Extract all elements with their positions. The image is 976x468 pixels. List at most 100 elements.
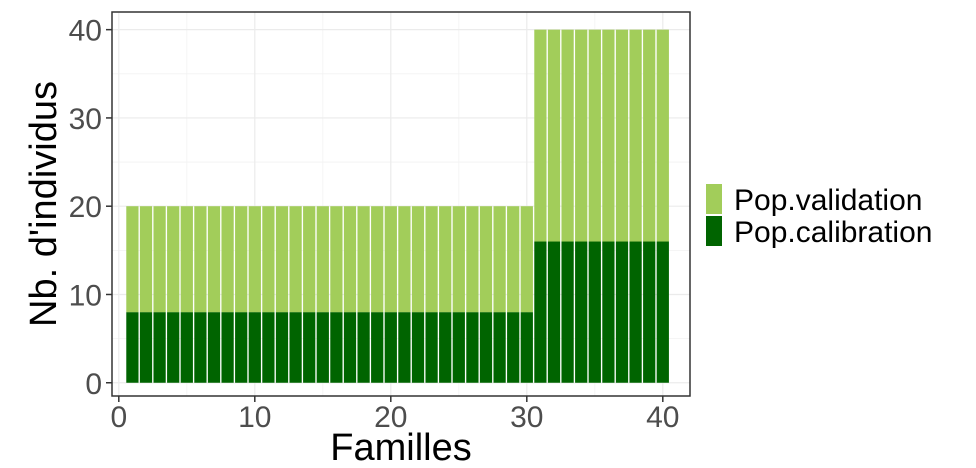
bar-pop-validation-19 — [371, 206, 384, 313]
bar-pop-validation-32 — [547, 29, 561, 242]
bar-pop-validation-21 — [398, 206, 411, 313]
bar-pop-validation-36 — [602, 29, 615, 242]
bar-pop-calibration-21 — [398, 312, 411, 383]
legend-label-pop-calibration: Pop.calibration — [734, 216, 932, 249]
bar-pop-calibration-11 — [262, 312, 275, 383]
x-tick-label: 10 — [238, 401, 271, 434]
bar-pop-validation-27 — [479, 206, 493, 313]
bar-pop-calibration-4 — [167, 312, 180, 383]
bar-pop-calibration-2 — [139, 312, 153, 383]
x-tick-label: 30 — [510, 401, 543, 434]
bar-pop-validation-34 — [575, 29, 588, 242]
bar-pop-validation-25 — [452, 206, 465, 313]
bar-pop-calibration-40 — [656, 241, 669, 383]
bar-pop-calibration-38 — [629, 241, 642, 383]
bar-pop-validation-17 — [343, 206, 357, 313]
bar-pop-validation-10 — [248, 206, 261, 313]
bar-pop-calibration-28 — [493, 312, 506, 383]
bar-pop-calibration-29 — [507, 312, 520, 383]
bar-pop-calibration-1 — [126, 312, 139, 383]
bar-pop-calibration-23 — [425, 312, 438, 383]
bar-pop-calibration-14 — [303, 312, 316, 383]
bar-pop-validation-12 — [275, 206, 289, 313]
legend-label-pop-validation: Pop.validation — [734, 184, 922, 217]
bar-pop-calibration-3 — [153, 312, 166, 383]
bar-pop-calibration-8 — [221, 312, 234, 383]
bar-pop-calibration-34 — [575, 241, 588, 383]
bar-pop-validation-31 — [534, 29, 547, 242]
y-tick-label: 30 — [69, 103, 102, 136]
bar-pop-validation-7 — [207, 206, 221, 313]
y-axis-title: Nb. d'individus — [23, 81, 65, 327]
bar-pop-calibration-15 — [316, 312, 329, 383]
bar-pop-validation-18 — [357, 206, 370, 313]
x-tick-label: 0 — [110, 401, 127, 434]
bar-pop-calibration-36 — [602, 241, 615, 383]
bar-pop-calibration-16 — [330, 312, 343, 383]
bar-pop-validation-11 — [262, 206, 275, 313]
bar-pop-calibration-30 — [520, 312, 533, 383]
bar-pop-calibration-39 — [643, 241, 656, 383]
axis-ticks — [106, 28, 664, 402]
bar-pop-validation-14 — [303, 206, 316, 313]
bar-pop-calibration-5 — [180, 312, 193, 383]
bar-pop-validation-20 — [384, 206, 397, 313]
bar-pop-validation-26 — [466, 206, 479, 313]
bar-pop-validation-40 — [656, 29, 669, 242]
legend-key-pop-calibration — [706, 216, 722, 246]
bar-pop-validation-30 — [520, 206, 533, 313]
bar-pop-validation-4 — [167, 206, 180, 313]
bar-pop-calibration-35 — [588, 241, 601, 383]
bar-pop-validation-37 — [615, 29, 629, 242]
bar-pop-validation-15 — [316, 206, 329, 313]
bar-pop-calibration-24 — [439, 312, 452, 383]
bar-pop-validation-22 — [411, 206, 425, 313]
x-tick-label: 20 — [374, 401, 407, 434]
bar-pop-calibration-27 — [479, 312, 493, 383]
bar-pop-calibration-33 — [561, 241, 574, 383]
bar-pop-validation-1 — [126, 206, 139, 313]
bar-pop-calibration-22 — [411, 312, 425, 383]
x-axis-title: Familles — [330, 427, 471, 468]
bar-pop-validation-23 — [425, 206, 438, 313]
y-tick-label: 0 — [85, 368, 102, 401]
bar-pop-validation-39 — [643, 29, 656, 242]
bars — [126, 29, 669, 383]
bar-pop-calibration-20 — [384, 312, 397, 383]
bar-pop-calibration-19 — [371, 312, 384, 383]
bar-pop-calibration-32 — [547, 241, 561, 383]
bar-pop-validation-5 — [180, 206, 193, 313]
bar-pop-validation-16 — [330, 206, 343, 313]
bar-pop-calibration-9 — [235, 312, 248, 383]
y-tick-label: 10 — [69, 279, 102, 312]
legend-key-pop-validation — [706, 184, 722, 214]
bar-pop-calibration-17 — [343, 312, 357, 383]
y-tick-label: 20 — [69, 191, 102, 224]
bar-pop-validation-8 — [221, 206, 234, 313]
bar-pop-validation-33 — [561, 29, 574, 242]
x-tick-label: 40 — [646, 401, 679, 434]
bar-pop-calibration-6 — [194, 312, 207, 383]
tick-labels: 0 10 20 30 40 0 10 20 30 40 — [69, 15, 680, 434]
bar-pop-validation-3 — [153, 206, 166, 313]
bar-pop-validation-35 — [588, 29, 601, 242]
bar-pop-calibration-25 — [452, 312, 465, 383]
bar-pop-validation-38 — [629, 29, 642, 242]
bar-pop-calibration-13 — [289, 312, 302, 383]
bar-pop-validation-29 — [507, 206, 520, 313]
plot-panel-border — [111, 11, 691, 397]
bar-pop-validation-9 — [235, 206, 248, 313]
bar-pop-validation-24 — [439, 206, 452, 313]
bar-pop-validation-28 — [493, 206, 506, 313]
bar-pop-calibration-37 — [615, 241, 629, 383]
bar-pop-validation-13 — [289, 206, 302, 313]
bar-pop-calibration-7 — [207, 312, 221, 383]
bar-pop-calibration-12 — [275, 312, 289, 383]
bar-pop-calibration-18 — [357, 312, 370, 383]
y-tick-label: 40 — [69, 15, 102, 48]
bar-pop-validation-6 — [194, 206, 207, 313]
bar-pop-calibration-10 — [248, 312, 261, 383]
bar-pop-calibration-26 — [466, 312, 479, 383]
